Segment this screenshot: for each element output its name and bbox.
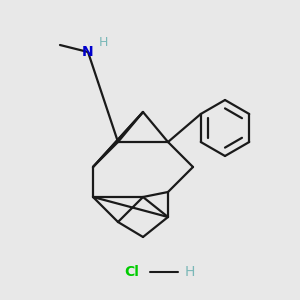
Text: H: H bbox=[185, 265, 195, 279]
Text: Cl: Cl bbox=[124, 265, 140, 279]
Text: H: H bbox=[98, 35, 108, 49]
Text: N: N bbox=[82, 45, 94, 59]
